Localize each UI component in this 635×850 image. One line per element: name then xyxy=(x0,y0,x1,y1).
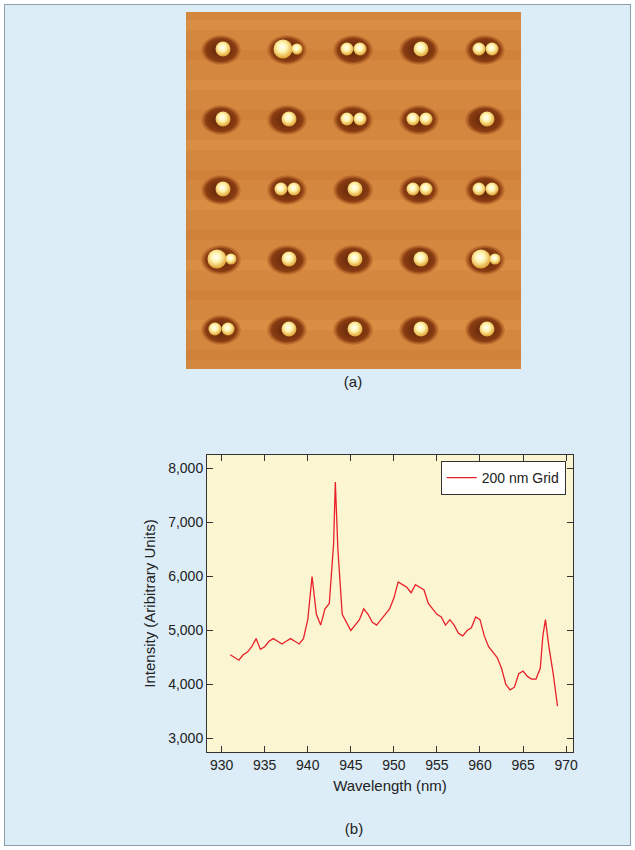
svg-text:950: 950 xyxy=(382,757,406,773)
svg-text:Wavelength (nm): Wavelength (nm) xyxy=(333,777,447,794)
svg-text:960: 960 xyxy=(468,757,492,773)
html-text:(a): (a) xyxy=(343,373,363,390)
svg-text:5,000: 5,000 xyxy=(168,622,203,638)
svg-text:7,000: 7,000 xyxy=(168,514,203,530)
svg-text:930: 930 xyxy=(210,757,234,773)
svg-text:945: 945 xyxy=(339,757,363,773)
svg-text:3,000: 3,000 xyxy=(168,730,203,746)
svg-text:200 nm Grid: 200 nm Grid xyxy=(482,470,559,486)
svg-text:Intensity (Aribitrary Units): Intensity (Aribitrary Units) xyxy=(141,519,158,687)
html-text:(b): (b) xyxy=(344,820,364,837)
svg-text:935: 935 xyxy=(253,757,277,773)
svg-text:955: 955 xyxy=(425,757,449,773)
svg-text:6,000: 6,000 xyxy=(168,568,203,584)
svg-text:4,000: 4,000 xyxy=(168,676,203,692)
svg-text:940: 940 xyxy=(296,757,320,773)
svg-text:965: 965 xyxy=(511,757,535,773)
svg-text:8,000: 8,000 xyxy=(168,460,203,476)
svg-text:970: 970 xyxy=(554,757,578,773)
